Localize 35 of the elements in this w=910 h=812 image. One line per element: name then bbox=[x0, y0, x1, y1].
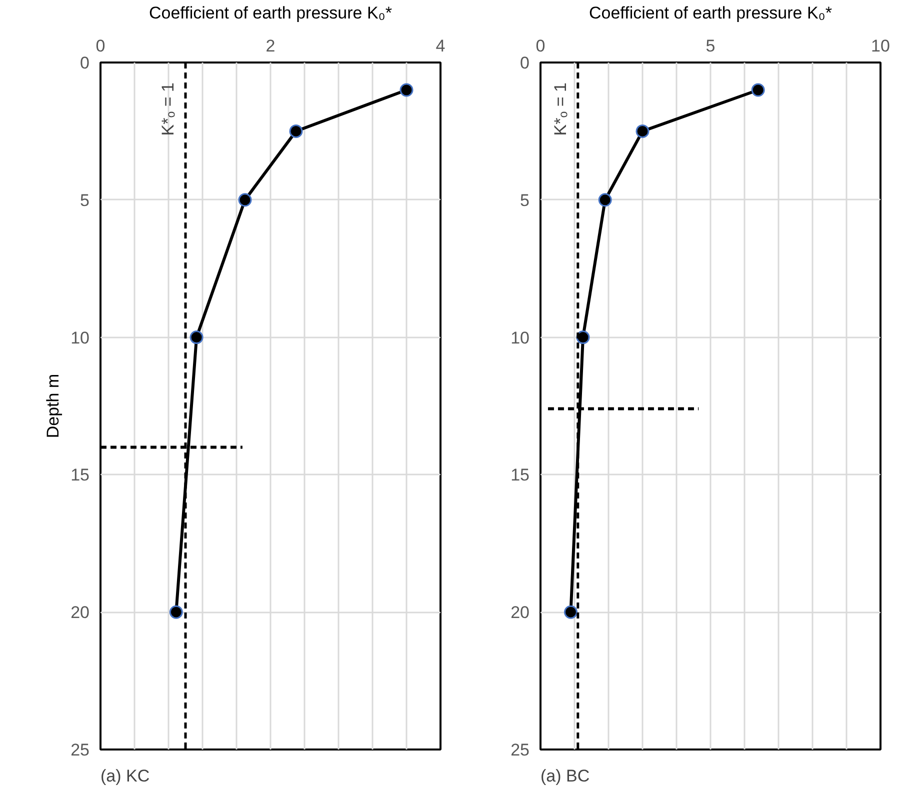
y-tick-label: 10 bbox=[70, 328, 90, 348]
y-tick-label: 25 bbox=[510, 740, 530, 760]
text: (a) KC bbox=[100, 766, 150, 786]
y-tick-label: 25 bbox=[70, 740, 90, 760]
y-tick-label: 15 bbox=[70, 466, 90, 485]
x-tick-label: 0 bbox=[536, 36, 546, 56]
point bbox=[169, 605, 183, 619]
point bbox=[190, 330, 204, 344]
point bbox=[289, 124, 303, 138]
text: (a) BC bbox=[540, 766, 590, 786]
point bbox=[751, 83, 765, 97]
point bbox=[238, 193, 252, 207]
ref-line-label: K*ₒ = 1 bbox=[158, 82, 178, 136]
y-tick-label: 0 bbox=[520, 54, 530, 72]
y-tick-label: 5 bbox=[80, 190, 90, 210]
x-axis-title: Coefficient of earth pressure K₀* bbox=[589, 4, 832, 22]
point bbox=[564, 605, 578, 619]
x-tick-label: 2 bbox=[266, 36, 276, 56]
point bbox=[598, 193, 612, 207]
point bbox=[400, 83, 414, 97]
point bbox=[636, 124, 650, 138]
y-tick-label: 15 bbox=[510, 466, 530, 485]
x-axis-title: Coefficient of earth pressure K₀* bbox=[149, 4, 392, 22]
y-tick-label: 20 bbox=[510, 603, 530, 622]
y-tick-label: 20 bbox=[70, 603, 90, 622]
x-tick-label: 5 bbox=[706, 36, 716, 56]
x-tick-label: 0 bbox=[96, 36, 106, 56]
y-axis-title: Depth m bbox=[44, 374, 63, 438]
x-tick-label: 4 bbox=[436, 36, 446, 56]
y-tick-label: 10 bbox=[510, 328, 530, 348]
x-tick-label: 10 bbox=[871, 36, 890, 56]
point bbox=[576, 330, 590, 344]
ref-line-label: K*ₒ = 1 bbox=[550, 82, 570, 136]
y-tick-label: 0 bbox=[80, 54, 90, 72]
y-tick-label: 5 bbox=[520, 190, 530, 210]
